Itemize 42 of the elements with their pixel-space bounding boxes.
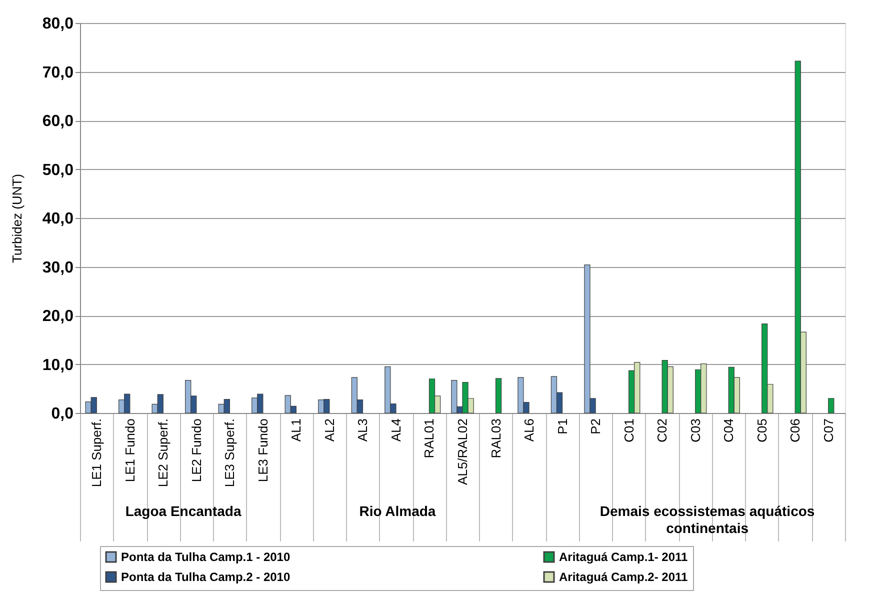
x-tick-label: LE1 Superf. <box>89 418 104 488</box>
text: Lagoa Encantada <box>125 503 242 519</box>
x-tick-label: LE3 Fundo <box>255 418 270 482</box>
text: Rio Almada <box>359 503 436 519</box>
text: Demais ecossistemas aquáticos continentais <box>600 503 815 536</box>
x-tick-label: C04 <box>721 418 736 442</box>
x-tick-label: AL4 <box>388 418 404 442</box>
x-tick-label: LE2 Superf. <box>156 418 171 488</box>
x-tick-label: AL2 <box>322 418 337 442</box>
y-axis-title: Turbidez (UNT) <box>9 174 24 264</box>
legend-label: Aritaguá Camp.2- 2011 <box>559 570 688 584</box>
y-tick-label: 70,0 <box>42 64 74 82</box>
legend-label: Ponta da Tulha Camp.2 - 2010 <box>121 570 290 584</box>
x-tick-label: LE1 Fundo <box>122 418 138 482</box>
y-tick-label: 80,0 <box>42 16 74 32</box>
x-tick-label: C06 <box>788 418 803 442</box>
x-tick-label: C03 <box>688 418 703 442</box>
y-tick-label: 10,0 <box>42 356 74 374</box>
x-tick-label: AL3 <box>355 418 370 442</box>
x-tick-label: AL6 <box>522 418 537 442</box>
y-tick-label: 20,0 <box>42 308 74 325</box>
y-tick-label: 0,0 <box>51 406 74 422</box>
x-tick-label: AL1 <box>288 418 304 442</box>
legend-label: Aritaguá Camp.1- 2011 <box>559 550 688 564</box>
y-tick-label: 60,0 <box>42 113 74 130</box>
bar <box>828 398 834 414</box>
bar <box>495 378 502 414</box>
x-tick-label: P2 <box>588 418 604 434</box>
x-tick-label: LE2 Fundo <box>188 418 204 482</box>
y-tick-label: 40,0 <box>42 210 74 228</box>
x-tick-label: C07 <box>820 418 836 442</box>
x-tick-label: C02 <box>654 418 670 442</box>
y-tick-label: 30,0 <box>42 259 74 276</box>
x-tick-label: RAL01 <box>422 418 437 458</box>
x-tick-label: C05 <box>754 418 770 442</box>
x-tick-label: C01 <box>621 418 636 442</box>
legend-label: Ponta da Tulha Camp.1 - 2010 <box>121 550 290 564</box>
x-tick-label: AL5/RAL02 <box>455 418 470 485</box>
x-tick-label: LE3 Superf. <box>222 418 238 488</box>
x-tick-label: P1 <box>554 418 570 434</box>
y-tick-label: 50,0 <box>42 162 74 179</box>
x-tick-label: RAL03 <box>488 418 504 458</box>
